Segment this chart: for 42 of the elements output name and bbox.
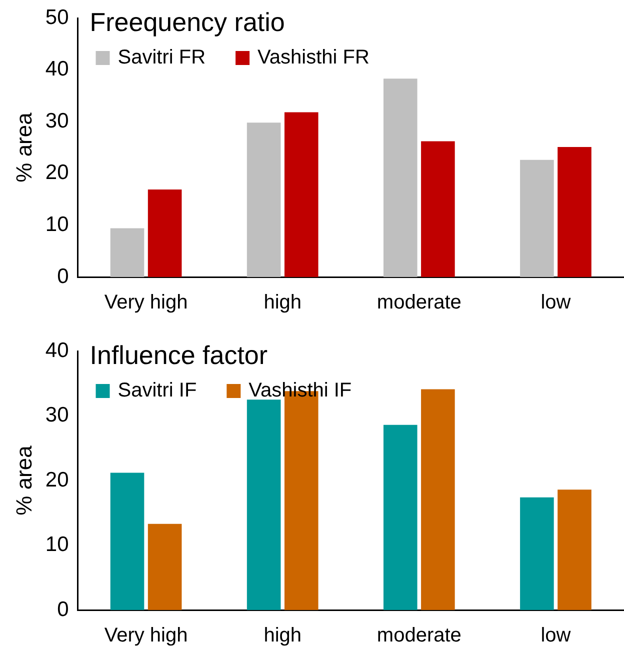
bar [558, 490, 592, 610]
y-tick-label: 0 [57, 264, 69, 288]
chart-title: Influence factor [90, 340, 268, 370]
bar [246, 122, 281, 277]
y-axis-title: % area [11, 444, 36, 516]
bar [421, 389, 455, 610]
x-tick-label: Very high [104, 292, 188, 314]
x-tick-label: Very high [104, 624, 188, 647]
x-tick-label: moderate [376, 292, 462, 314]
legend-label: Vashisthi FR [258, 46, 370, 69]
bar [520, 497, 554, 610]
legend-label: Savitri FR [118, 46, 206, 69]
bar [148, 189, 182, 277]
bar [110, 228, 144, 277]
legend-label: Vashisthi IF [248, 380, 352, 402]
chart-title: Freequency ratio [90, 7, 285, 38]
bar [148, 524, 182, 610]
y-axis-title: % area [11, 112, 36, 182]
x-tick-label: high [264, 292, 302, 314]
y-tick-label: 0 [57, 598, 69, 621]
bar [110, 472, 144, 610]
y-tick-label: 30 [45, 109, 69, 132]
x-tick-label: low [540, 292, 572, 314]
bar [421, 141, 455, 277]
bar [284, 112, 318, 277]
bar [383, 78, 418, 277]
bar [383, 424, 418, 610]
y-tick-label: 20 [45, 468, 69, 492]
y-tick-label: 20 [45, 161, 69, 184]
y-tick-label: 50 [45, 6, 69, 29]
y-tick-label: 40 [45, 58, 69, 81]
bar [520, 160, 554, 277]
y-tick-label: 40 [45, 338, 69, 362]
y-tick-label: 10 [45, 533, 69, 556]
legend-label: Savitri IF [118, 380, 197, 402]
y-tick-label: 30 [45, 404, 69, 427]
x-tick-label: high [264, 624, 302, 647]
bar [558, 146, 592, 277]
bar [246, 400, 281, 610]
y-tick-label: 10 [45, 212, 69, 236]
x-tick-label: moderate [376, 624, 462, 647]
x-tick-label: low [540, 624, 572, 647]
